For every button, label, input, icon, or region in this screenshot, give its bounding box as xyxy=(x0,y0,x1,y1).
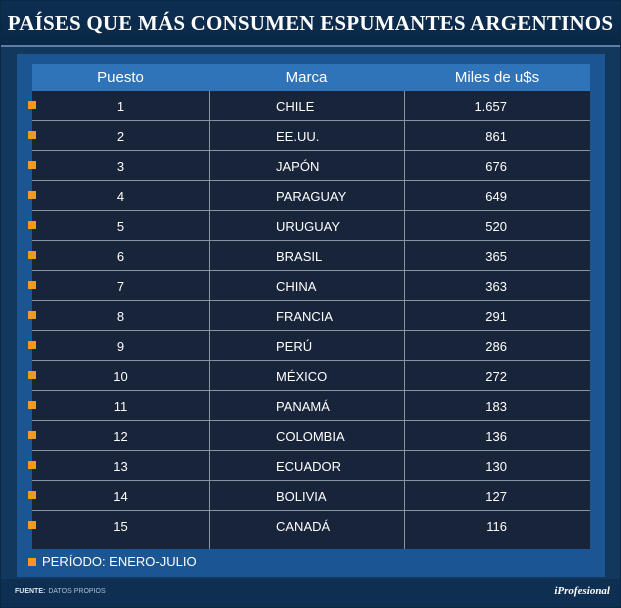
table-header: Puesto Marca Miles de u$s xyxy=(32,64,590,91)
table-row: 15 CANADÁ 116 xyxy=(32,511,590,541)
bullet-icon xyxy=(28,431,36,439)
table-row: 2 EE.UU. 861 xyxy=(32,121,590,151)
table-row: 8 FRANCIA 291 xyxy=(32,301,590,331)
row-country: COLOMBIA xyxy=(276,429,345,444)
bullet-icon xyxy=(28,341,36,349)
bullet-icon xyxy=(28,521,36,529)
row-value: 291 xyxy=(485,309,507,324)
table-body: 1 CHILE 1.657 2 EE.UU. 861 3 JAPÓN 676 4 PARAGUAY 6… xyxy=(32,91,590,541)
row-country: CANADÁ xyxy=(276,519,331,534)
source-note: FUENTE: DATOS PROPIOS xyxy=(15,588,106,595)
row-value: 365 xyxy=(485,249,507,264)
column-divider xyxy=(404,91,405,549)
row-value: 363 xyxy=(485,279,507,294)
row-value: 130 xyxy=(485,459,507,474)
table-row: 7 CHINA 363 xyxy=(32,271,590,301)
row-country: BOLIVIA xyxy=(276,489,327,504)
header-position: Puesto xyxy=(97,69,144,86)
bullet-icon xyxy=(28,491,36,499)
table-row: 3 JAPÓN 676 xyxy=(32,151,590,181)
source-label: FUENTE: xyxy=(15,588,46,595)
row-position: 1 xyxy=(116,99,125,114)
row-position: 3 xyxy=(116,159,125,174)
row-position: 5 xyxy=(116,219,125,234)
row-value: 861 xyxy=(485,129,507,144)
row-country: PARAGUAY xyxy=(276,189,347,204)
row-position: 7 xyxy=(116,279,125,294)
row-country: URUGUAY xyxy=(276,219,341,234)
row-position: 14 xyxy=(113,489,128,504)
row-position: 8 xyxy=(116,309,125,324)
row-country: EE.UU. xyxy=(276,129,320,144)
table-row: 1 CHILE 1.657 xyxy=(32,91,590,121)
bullet-icon xyxy=(28,161,36,169)
row-position: 15 xyxy=(113,519,128,534)
table-row: 5 URUGUAY 520 xyxy=(32,211,590,241)
table-row: 11 PANAMÁ 183 xyxy=(32,391,590,421)
row-country: PANAMÁ xyxy=(276,399,330,414)
row-position: 9 xyxy=(116,339,125,354)
row-country: BRASIL xyxy=(276,249,323,264)
bullet-icon xyxy=(28,221,36,229)
bullet-icon xyxy=(28,191,36,199)
row-position: 4 xyxy=(116,189,125,204)
row-value: 676 xyxy=(485,159,507,174)
row-value: 136 xyxy=(485,429,507,444)
source-text: DATOS PROPIOS xyxy=(48,588,106,595)
title-bar: PAÍSES QUE MÁS CONSUMEN ESPUMANTES ARGEN… xyxy=(1,1,620,47)
footer: FUENTE: DATOS PROPIOS iProfesional xyxy=(1,579,620,607)
row-value: 183 xyxy=(485,399,507,414)
bullet-icon xyxy=(28,131,36,139)
page-title: PAÍSES QUE MÁS CONSUMEN ESPUMANTES ARGEN… xyxy=(7,10,614,35)
row-value: 116 xyxy=(486,519,507,534)
brand-logo: iProfesional xyxy=(554,585,610,597)
bullet-icon xyxy=(28,401,36,409)
period-note: PERÍODO: ENERO-JULIO xyxy=(28,554,197,569)
row-value: 127 xyxy=(485,489,507,504)
row-value: 649 xyxy=(485,189,507,204)
ranking-table: Puesto Marca Miles de u$s 1 CHILE 1.657 2 EE… xyxy=(32,64,590,549)
row-position: 12 xyxy=(113,429,128,444)
row-position: 13 xyxy=(113,459,128,474)
table-row: 14 BOLIVIA 127 xyxy=(32,481,590,511)
period-text: PERÍODO: ENERO-JULIO xyxy=(42,554,197,569)
bullet-icon xyxy=(28,311,36,319)
bullet-icon xyxy=(28,251,36,259)
table-row: 13 ECUADOR 130 xyxy=(32,451,590,481)
bullet-icon xyxy=(28,371,36,379)
row-country: FRANCIA xyxy=(276,309,334,324)
row-country: CHINA xyxy=(276,279,317,294)
row-position: 6 xyxy=(116,249,125,264)
row-value: 520 xyxy=(485,219,507,234)
row-value: 272 xyxy=(485,369,507,384)
row-value: 286 xyxy=(485,339,507,354)
row-country: MÉXICO xyxy=(276,369,328,384)
table-row: 12 COLOMBIA 136 xyxy=(32,421,590,451)
bullet-icon xyxy=(28,557,36,566)
header-brand: Marca xyxy=(285,69,328,86)
bullet-icon xyxy=(28,281,36,289)
row-country: ECUADOR xyxy=(276,459,342,474)
bullet-icon xyxy=(28,461,36,469)
table-row: 10 MÉXICO 272 xyxy=(32,361,590,391)
row-country: JAPÓN xyxy=(276,159,320,174)
table-row: 9 PERÚ 286 xyxy=(32,331,590,361)
bullet-icon xyxy=(28,101,36,109)
row-position: 2 xyxy=(116,129,125,144)
row-position: 11 xyxy=(113,399,128,414)
row-country: CHILE xyxy=(276,99,315,114)
column-divider xyxy=(209,91,210,549)
header-value: Miles de u$s xyxy=(454,69,540,86)
row-value: 1.657 xyxy=(474,99,507,114)
row-position: 10 xyxy=(113,369,128,384)
table-row: 6 BRASIL 365 xyxy=(32,241,590,271)
table-row: 4 PARAGUAY 649 xyxy=(32,181,590,211)
row-country: PERÚ xyxy=(276,339,313,354)
